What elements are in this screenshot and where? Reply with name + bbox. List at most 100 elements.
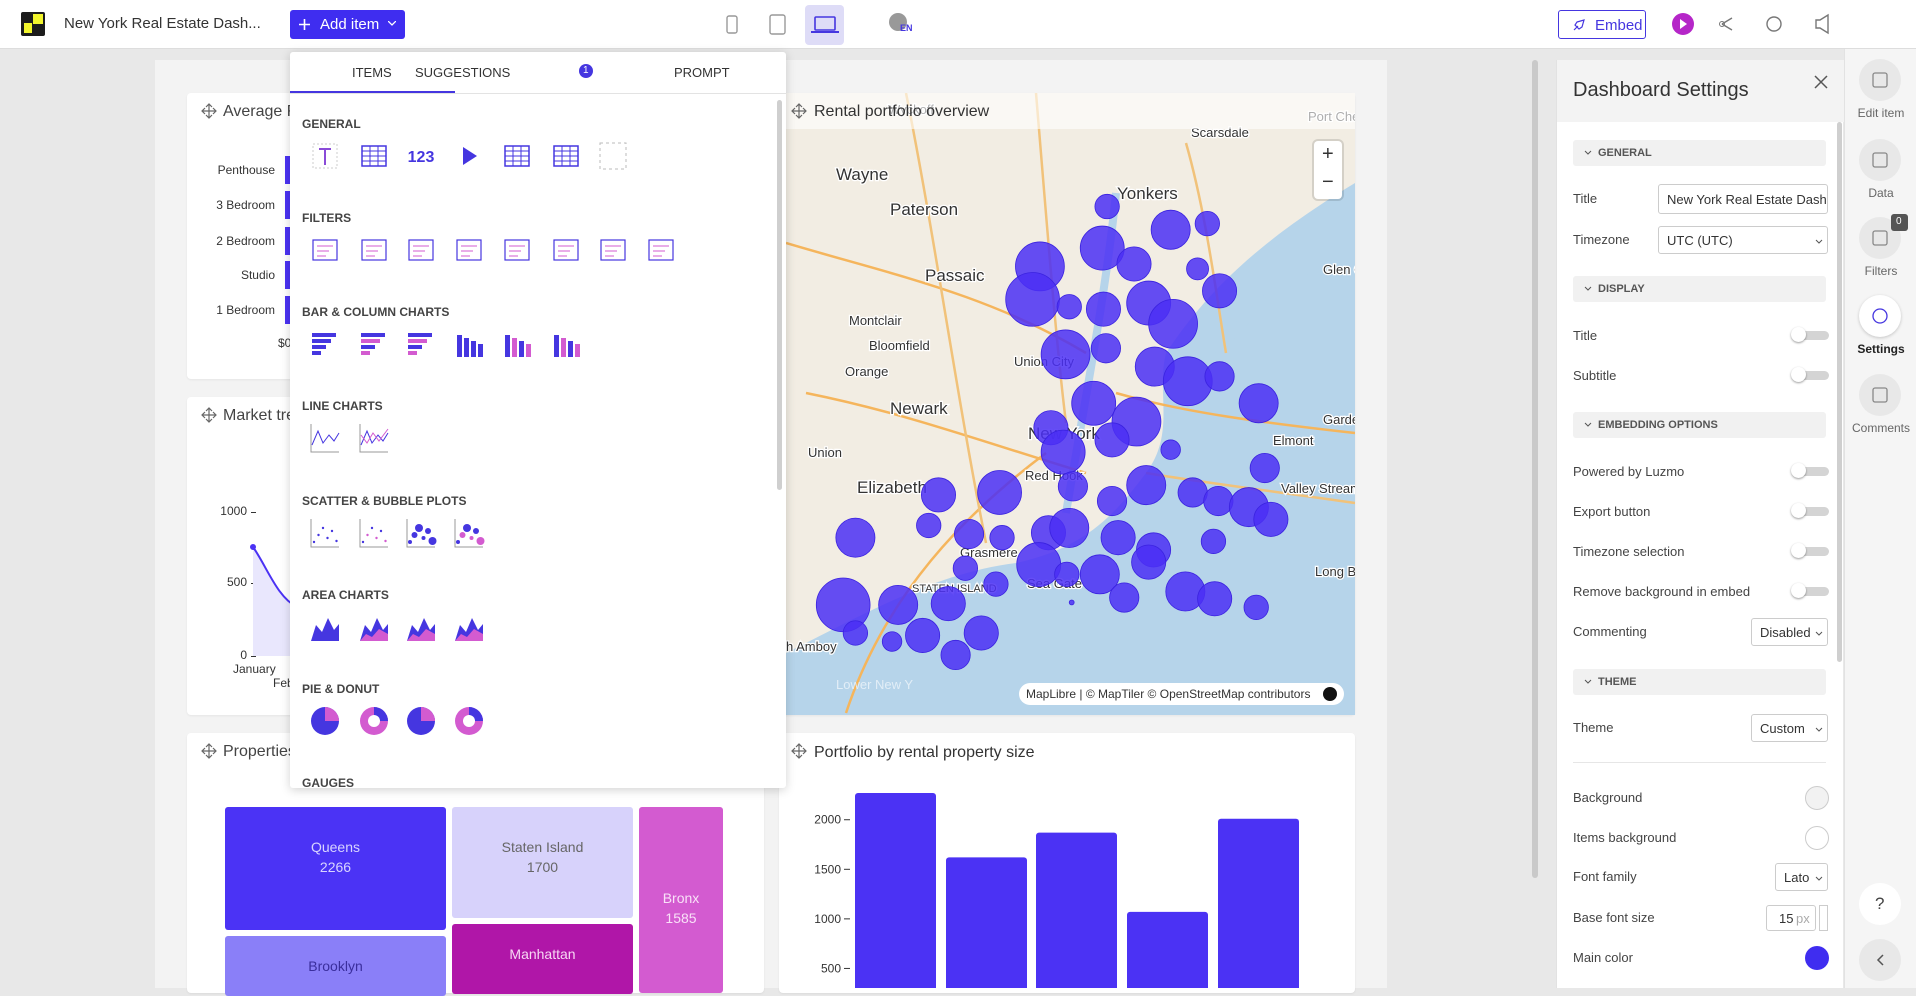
item-icon[interactable]: [308, 421, 342, 455]
item-icon[interactable]: [308, 610, 342, 644]
sidebar-button[interactable]: [1859, 374, 1901, 416]
item-icon[interactable]: 123: [404, 139, 438, 173]
item-icon[interactable]: [644, 233, 678, 267]
section-label[interactable]: EMBEDDING OPTIONS: [1598, 419, 1718, 431]
item-icon[interactable]: [596, 233, 630, 267]
setting-label[interactable]: Commenting: [1573, 624, 1647, 639]
text-input[interactable]: New York Real Estate Dashboard: [1658, 184, 1828, 214]
widget-title[interactable]: Portfolio by rental property size: [814, 744, 1035, 761]
item-icon[interactable]: [596, 139, 630, 173]
category-label[interactable]: 1 Bedroom: [216, 303, 275, 317]
section-heading[interactable]: SCATTER & BUBBLE PLOTS: [302, 494, 467, 508]
item-icon[interactable]: [549, 139, 583, 173]
section-label[interactable]: THEME: [1598, 676, 1637, 688]
tile-value[interactable]: 1585: [665, 910, 697, 926]
item-icon[interactable]: [357, 610, 391, 644]
item-icon[interactable]: [500, 327, 534, 361]
setting-label[interactable]: Main color: [1573, 950, 1633, 965]
item-icon[interactable]: [452, 704, 486, 738]
tile-value[interactable]: 2266: [319, 859, 352, 875]
widget-title[interactable]: Market tre: [223, 407, 296, 424]
setting-label[interactable]: Export button: [1573, 504, 1651, 519]
item-icon[interactable]: [404, 327, 438, 361]
item-icon[interactable]: [452, 610, 486, 644]
category-label[interactable]: Studio: [240, 268, 275, 282]
item-icon[interactable]: [308, 327, 342, 361]
sidebar-button[interactable]: [1859, 59, 1901, 101]
setting-label[interactable]: Title: [1573, 328, 1598, 343]
section-bar[interactable]: DISPLAY: [1573, 276, 1826, 302]
item-icon[interactable]: [404, 704, 438, 738]
item-icon[interactable]: [549, 327, 583, 361]
zoom-out[interactable]: −: [1322, 171, 1334, 193]
item-icon[interactable]: [308, 704, 342, 738]
color-swatch[interactable]: [1805, 826, 1829, 850]
section-heading[interactable]: AREA CHARTS: [302, 588, 389, 602]
tile-label[interactable]: Manhattan: [509, 946, 576, 962]
y-tick-label[interactable]: 1000: [220, 504, 247, 518]
select[interactable]: Custom: [1751, 714, 1828, 742]
setting-label[interactable]: Timezone: [1573, 232, 1630, 247]
setting-label[interactable]: Title: [1573, 191, 1598, 206]
sidebar-label[interactable]: Filters: [1864, 264, 1898, 278]
badge-count[interactable]: 0: [1896, 216, 1902, 227]
embed-label[interactable]: Embed: [1595, 17, 1643, 34]
section-heading[interactable]: GAUGES: [302, 776, 355, 788]
select[interactable]: Disabled: [1751, 618, 1828, 646]
section-bar[interactable]: GENERAL: [1573, 140, 1826, 166]
item-icon[interactable]: [549, 233, 583, 267]
item-icon[interactable]: [452, 139, 486, 173]
toggle[interactable]: [1791, 367, 1829, 382]
sidebar-label[interactable]: Data: [1868, 186, 1894, 200]
zoom-in[interactable]: +: [1322, 143, 1334, 165]
section-label[interactable]: DISPLAY: [1598, 283, 1645, 295]
x-tick-label[interactable]: $0: [278, 336, 292, 350]
sidebar-button[interactable]: [1859, 295, 1901, 337]
settings-title[interactable]: Dashboard Settings: [1573, 79, 1749, 101]
item-icon[interactable]: [357, 233, 391, 267]
setting-label[interactable]: Font family: [1573, 869, 1637, 884]
item-icon[interactable]: [404, 516, 438, 550]
widget-title[interactable]: Properties: [223, 743, 296, 760]
category-label[interactable]: 3 Bedroom: [216, 198, 275, 212]
help-button[interactable]: ?: [1859, 883, 1901, 925]
toggle[interactable]: [1791, 543, 1829, 558]
section-heading[interactable]: LINE CHARTS: [302, 399, 383, 413]
item-icon[interactable]: [308, 233, 342, 267]
select-value[interactable]: UTC (UTC): [1667, 233, 1733, 248]
input-unit[interactable]: px: [1796, 911, 1810, 926]
sidebar-button[interactable]: [1859, 139, 1901, 181]
add-item-button[interactable]: Add item: [290, 10, 405, 39]
setting-label[interactable]: Base font size: [1573, 910, 1655, 925]
number-input[interactable]: 15 px: [1766, 905, 1816, 931]
setting-label[interactable]: Timezone selection: [1573, 544, 1685, 559]
setting-label[interactable]: Items background: [1573, 830, 1677, 845]
section-heading[interactable]: BAR & COLUMN CHARTS: [302, 305, 450, 319]
badge-count[interactable]: 1: [583, 65, 589, 76]
select-value[interactable]: Lato: [1784, 870, 1810, 885]
sidebar-label[interactable]: Comments: [1851, 421, 1910, 435]
tab[interactable]: ITEMS: [352, 65, 392, 80]
attribution-text[interactable]: MapLibre | © MapTiler © OpenStreetMap co…: [1026, 687, 1311, 701]
section-heading[interactable]: GENERAL: [302, 117, 361, 131]
widget-title[interactable]: Average R: [223, 103, 299, 120]
x-label[interactable]: January: [233, 662, 276, 676]
item-icon[interactable]: [500, 139, 534, 173]
select-value[interactable]: Custom: [1760, 721, 1805, 736]
section-heading[interactable]: PIE & DONUT: [302, 682, 380, 696]
item-icon[interactable]: [357, 516, 391, 550]
y-tick-label[interactable]: 500: [226, 575, 247, 589]
item-icon[interactable]: [452, 233, 486, 267]
section-label[interactable]: GENERAL: [1598, 147, 1652, 159]
setting-label[interactable]: Powered by Luzmo: [1573, 464, 1685, 479]
setting-label[interactable]: Subtitle: [1573, 368, 1617, 383]
x-label[interactable]: Feb: [273, 676, 294, 690]
item-icon[interactable]: [357, 704, 391, 738]
select[interactable]: Lato: [1775, 863, 1828, 891]
close-button[interactable]: [1814, 75, 1828, 89]
tile-label[interactable]: Brooklyn: [308, 958, 363, 974]
item-icon[interactable]: [357, 327, 391, 361]
sidebar-label[interactable]: Settings: [1857, 342, 1905, 356]
toggle[interactable]: [1791, 583, 1829, 598]
item-icon[interactable]: [308, 516, 342, 550]
